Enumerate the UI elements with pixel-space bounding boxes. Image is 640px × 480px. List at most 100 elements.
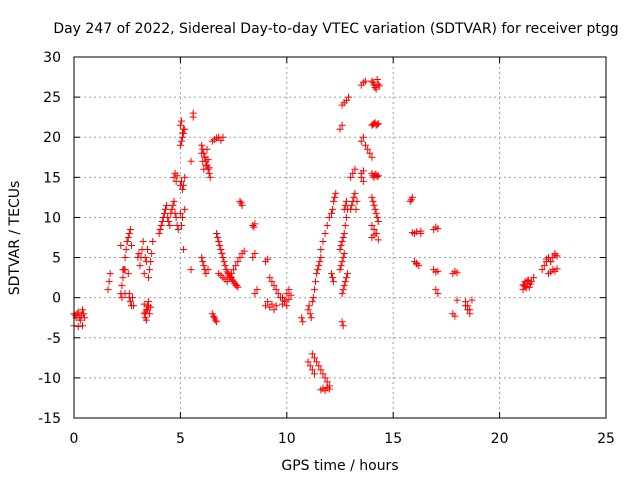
data-point-plus bbox=[283, 290, 291, 298]
data-point-plus bbox=[220, 258, 228, 266]
data-point-plus bbox=[236, 197, 244, 205]
data-point-plus bbox=[338, 121, 346, 129]
data-point-plus bbox=[214, 234, 222, 241]
data-point-plus bbox=[272, 302, 280, 310]
data-point-plus bbox=[270, 306, 278, 314]
data-point-plus bbox=[141, 254, 149, 262]
data-point-plus bbox=[202, 270, 210, 278]
data-point-plus bbox=[323, 221, 331, 229]
data-point-plus bbox=[81, 314, 89, 322]
data-point-plus bbox=[136, 262, 144, 270]
data-point-plus bbox=[174, 225, 182, 233]
data-point-plus bbox=[316, 258, 324, 266]
data-point-plus bbox=[310, 370, 318, 378]
chart-title: Day 247 of 2022, Sidereal Day-to-day VTE… bbox=[53, 21, 618, 37]
data-point-plus bbox=[305, 302, 313, 310]
data-point-plus bbox=[407, 196, 415, 204]
data-point-plus bbox=[198, 254, 206, 262]
data-point-plus bbox=[212, 316, 220, 324]
data-point-plus bbox=[180, 125, 188, 133]
data-point-plus bbox=[306, 362, 314, 370]
data-point-plus bbox=[126, 298, 134, 306]
data-point-plus bbox=[203, 145, 211, 153]
data-point-plus bbox=[309, 294, 317, 302]
data-point-plus bbox=[314, 266, 322, 274]
data-point-plus bbox=[368, 153, 376, 161]
data-point-plus bbox=[146, 310, 154, 318]
data-point-plus bbox=[553, 265, 561, 273]
data-point-plus bbox=[348, 201, 356, 209]
data-point-plus bbox=[199, 157, 207, 165]
data-point-plus bbox=[262, 302, 270, 310]
data-point-plus bbox=[268, 300, 276, 308]
data-point-plus bbox=[406, 197, 414, 205]
data-point-plus bbox=[312, 278, 320, 286]
data-point-plus bbox=[205, 164, 213, 172]
data-point-plus bbox=[330, 197, 338, 205]
data-point-plus bbox=[315, 262, 323, 270]
data-point-plus bbox=[417, 229, 425, 237]
data-point-plus bbox=[135, 250, 143, 258]
data-point-plus bbox=[299, 318, 307, 326]
data-point-plus bbox=[523, 277, 531, 285]
data-point-plus bbox=[522, 284, 530, 292]
data-point-plus bbox=[371, 205, 379, 213]
data-point-plus bbox=[434, 290, 442, 298]
data-point-plus bbox=[79, 306, 87, 314]
data-point-plus bbox=[270, 282, 278, 290]
data-point-plus bbox=[350, 193, 358, 201]
data-point-plus bbox=[339, 286, 347, 294]
data-point-plus bbox=[352, 205, 360, 213]
data-point-plus bbox=[181, 205, 189, 213]
data-point-plus bbox=[121, 266, 129, 274]
data-point-plus bbox=[357, 137, 365, 145]
data-point-plus bbox=[359, 177, 367, 185]
data-point-plus bbox=[179, 129, 187, 137]
data-point-plus bbox=[176, 209, 184, 217]
data-point-plus bbox=[313, 270, 321, 278]
data-point-plus bbox=[453, 269, 461, 277]
data-point-plus bbox=[373, 120, 381, 128]
data-point-plus bbox=[453, 296, 461, 304]
data-point-plus bbox=[298, 314, 306, 322]
data-point-plus bbox=[124, 234, 132, 241]
data-point-plus bbox=[253, 286, 261, 294]
data-point-plus bbox=[279, 300, 287, 308]
y-tick-label: 0 bbox=[52, 291, 61, 307]
data-point-plus bbox=[149, 238, 157, 246]
data-point-plus bbox=[281, 296, 289, 304]
data-point-plus bbox=[162, 205, 170, 213]
data-point-plus bbox=[374, 172, 382, 180]
data-point-plus bbox=[315, 362, 323, 370]
data-point-plus bbox=[206, 173, 214, 181]
data-point-plus bbox=[528, 278, 536, 286]
y-tick-labels: -15 -10 -5 0 5 10 15 20 25 30 bbox=[38, 50, 61, 427]
data-point-plus bbox=[359, 133, 367, 141]
data-point-plus bbox=[74, 323, 82, 331]
axis-ticks bbox=[73, 56, 607, 419]
data-point-plus bbox=[466, 310, 474, 318]
data-point-plus bbox=[338, 318, 346, 326]
data-point-plus bbox=[413, 228, 421, 236]
x-tick-label: 15 bbox=[384, 431, 402, 447]
data-point-plus bbox=[264, 298, 272, 306]
data-point-plus bbox=[148, 250, 156, 258]
data-point-plus bbox=[176, 141, 184, 149]
data-point-plus bbox=[236, 254, 244, 262]
y-tick-label: 5 bbox=[52, 251, 61, 267]
data-point-plus bbox=[168, 205, 176, 213]
data-point-plus bbox=[143, 306, 151, 314]
data-point-plus bbox=[371, 83, 379, 91]
data-point-plus bbox=[304, 358, 312, 366]
data-point-plus bbox=[538, 266, 546, 274]
data-point-plus bbox=[104, 286, 112, 294]
data-point-plus bbox=[74, 308, 82, 316]
data-point-plus bbox=[198, 149, 206, 157]
data-points bbox=[70, 75, 561, 395]
data-point-plus bbox=[122, 246, 130, 254]
y-tick-label: -10 bbox=[38, 371, 61, 387]
data-point-plus bbox=[204, 266, 212, 274]
data-point-plus bbox=[177, 137, 185, 145]
data-point-plus bbox=[321, 374, 329, 382]
